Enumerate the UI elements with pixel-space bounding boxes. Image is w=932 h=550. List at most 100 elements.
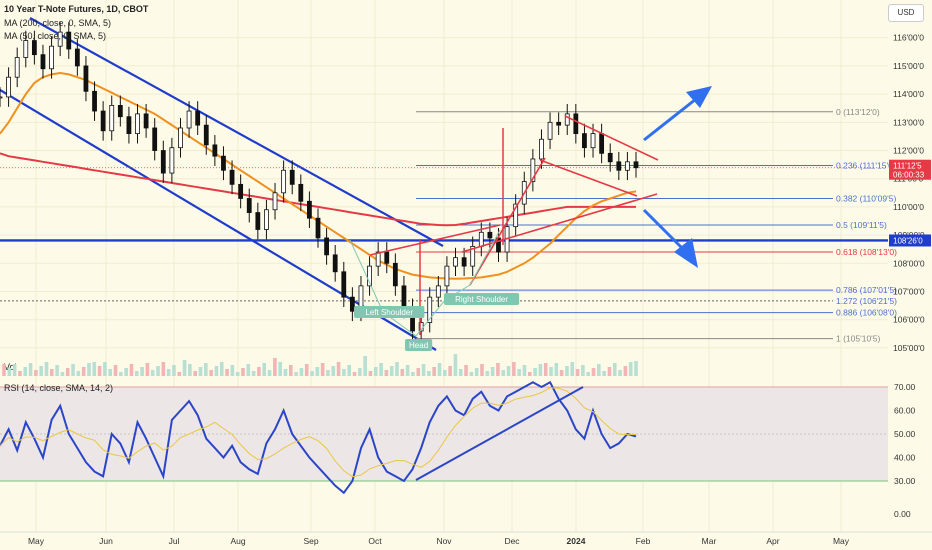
volume-bar xyxy=(347,365,352,376)
rsi-legend: RSI (14, close, SMA, 14, 2) xyxy=(4,383,113,393)
last-price-label: 111'12'5 xyxy=(893,162,922,171)
price-bar-body xyxy=(212,144,218,157)
y-tick-label: 116'00'0 xyxy=(893,33,924,43)
price-bar-body xyxy=(31,40,37,56)
ma50-legend: MA (50, close, 0, SMA, 5) xyxy=(4,31,107,41)
bearish-arrow-shaft xyxy=(642,208,686,252)
volume-bar xyxy=(44,362,49,376)
volume-bar xyxy=(7,368,12,376)
volume-bar xyxy=(591,368,596,376)
volume-bar xyxy=(411,372,415,376)
volume-bar xyxy=(485,371,490,376)
price-bar-body xyxy=(307,200,312,219)
volume-bar xyxy=(71,364,75,376)
volume-bar xyxy=(623,366,628,376)
price-bar-body xyxy=(470,245,476,267)
volume-bar xyxy=(140,367,144,376)
price-layer xyxy=(0,22,639,341)
price-bar-body xyxy=(109,105,115,132)
price-bar-body xyxy=(367,265,372,287)
volume-bar xyxy=(336,362,341,376)
rsi-tick-label: 50.00 xyxy=(894,429,916,439)
volume-bar xyxy=(448,366,452,376)
price-bar-body xyxy=(487,231,493,239)
y-tick-label: 114'00'0 xyxy=(893,89,924,99)
x-tick-label: Jul xyxy=(169,536,180,546)
support-price-box xyxy=(889,234,931,247)
x-tick-label: Aug xyxy=(230,536,245,546)
volume-bar xyxy=(103,362,107,376)
volume-bar xyxy=(405,365,410,376)
x-tick-label: Oct xyxy=(368,536,382,546)
fib-level-label: 1.272 (106'21'5) xyxy=(836,296,897,306)
volume-bar xyxy=(134,371,139,376)
volume-bar xyxy=(427,371,431,376)
fib-level-label: 0.886 (106'08'0) xyxy=(836,308,897,318)
left-shoulder-label-bg xyxy=(354,306,425,318)
price-bar-body xyxy=(530,158,536,182)
price-bar-body xyxy=(392,262,398,287)
volume-bar xyxy=(214,366,219,376)
ma200-layer xyxy=(0,152,636,227)
price-bar-body xyxy=(272,192,278,211)
volume-bar xyxy=(581,365,585,376)
volume-bar xyxy=(251,371,256,376)
volume-bar xyxy=(602,371,606,376)
volume-bar xyxy=(65,368,70,376)
price-bar-body xyxy=(599,133,605,154)
volume-bar xyxy=(294,372,298,376)
volume-bar xyxy=(607,367,612,376)
x-tick-label: 2024 xyxy=(567,536,586,546)
price-bar-body xyxy=(539,138,544,160)
price-bar-body xyxy=(332,254,338,273)
forecast-arrows xyxy=(642,86,712,268)
price-bar-body xyxy=(255,212,261,230)
price-bar-body xyxy=(264,209,269,230)
y-tick-label: 107'00'0 xyxy=(893,287,925,297)
volume-bar xyxy=(570,362,575,376)
volume-bar xyxy=(618,370,622,376)
price-bar-body xyxy=(238,183,244,199)
volume-label: Vol xyxy=(4,362,17,372)
volume-bar xyxy=(522,365,527,376)
price-axis: 116'00'0 115'00'0 114'00'0 113'00'0 112'00'0… xyxy=(889,33,931,353)
price-bar-body xyxy=(435,285,441,298)
volume-bar xyxy=(501,370,506,376)
currency-button[interactable]: USD xyxy=(888,4,924,22)
volume-bar xyxy=(554,363,559,376)
volume-bar xyxy=(219,362,224,376)
volume-bar xyxy=(597,364,601,376)
y-tick-label: 105'00'0 xyxy=(893,343,925,353)
symbol-title: 10 Year T-Note Futures, 1D, CBOT xyxy=(4,4,149,14)
price-bar-body xyxy=(401,285,407,309)
right-shoulder-label-bg xyxy=(444,293,520,305)
volume-bar xyxy=(315,367,320,376)
volume-bar xyxy=(188,364,192,376)
volume-bar xyxy=(480,364,484,376)
rising-channel-line xyxy=(469,157,546,286)
volume-bar xyxy=(352,372,357,376)
fib-level-label: 0.5 (109'11'5) xyxy=(836,220,887,230)
price-bar-body xyxy=(23,40,29,58)
price-bar-body xyxy=(607,152,613,163)
price-bar-body xyxy=(40,54,46,70)
last-price-box xyxy=(889,159,931,180)
price-bar-body xyxy=(14,57,20,78)
x-tick-label: Dec xyxy=(504,536,520,546)
volume-bar xyxy=(60,372,65,376)
x-tick-label: Feb xyxy=(636,536,651,546)
price-bar-body xyxy=(6,76,11,98)
volume-bar xyxy=(490,367,495,376)
head-shoulders-outline xyxy=(349,229,501,337)
volume-bar xyxy=(395,362,399,376)
volume-bar xyxy=(209,370,213,376)
bearish-arrow-head xyxy=(674,238,698,268)
volume-bar xyxy=(400,369,405,376)
right-shoulder-label: Right Shoulder xyxy=(455,295,508,304)
wedge-lower-line xyxy=(539,159,638,197)
price-bar-body xyxy=(178,127,183,149)
price-bar-body xyxy=(135,113,140,135)
price-bar-body xyxy=(315,217,321,239)
volume-bar xyxy=(437,363,442,376)
price-bar-body xyxy=(160,150,166,174)
